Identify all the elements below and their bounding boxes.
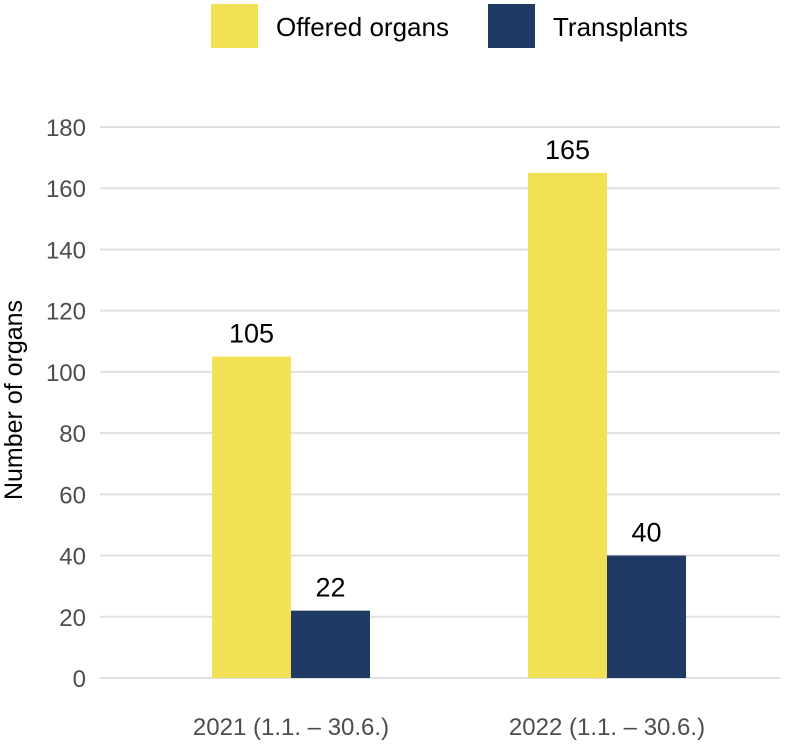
bar-transplants-2 xyxy=(607,555,686,678)
bar-transplants-1 xyxy=(291,610,370,678)
y-tick-label-40: 40 xyxy=(59,544,86,571)
y-tick-label-180: 180 xyxy=(46,115,86,142)
y-tick-label-100: 100 xyxy=(46,360,86,387)
bar-offered-organs-1 xyxy=(212,356,291,678)
y-tick-label-120: 120 xyxy=(46,299,86,326)
data-label-transplants-1: 22 xyxy=(315,573,345,603)
legend-label-transplants: Transplants xyxy=(553,12,688,42)
y-tick-label-0: 0 xyxy=(73,666,86,693)
data-label-offered-organs-2: 165 xyxy=(545,135,590,165)
y-axis-title: Number of organs xyxy=(0,300,28,500)
legend-swatch-offered-organs xyxy=(211,4,258,48)
y-tick-label-60: 60 xyxy=(59,482,86,509)
legend: Offered organs Transplants xyxy=(211,4,688,48)
x-category-label-1: 2021 (1.1. – 30.6.) xyxy=(193,714,389,741)
legend-label-offered-organs: Offered organs xyxy=(276,12,449,42)
data-labels: 105 22 165 40 xyxy=(229,135,662,603)
y-tick-label-140: 140 xyxy=(46,237,86,264)
legend-swatch-transplants xyxy=(488,4,535,48)
bars xyxy=(212,172,686,678)
y-axis-ticks: 0 20 40 60 80 100 120 140 160 180 xyxy=(46,115,86,693)
data-label-transplants-2: 40 xyxy=(631,518,661,548)
y-tick-label-20: 20 xyxy=(59,605,86,632)
x-axis-categories: 2021 (1.1. – 30.6.) 2022 (1.1. – 30.6.) xyxy=(193,714,705,741)
y-tick-label-160: 160 xyxy=(46,176,86,203)
x-category-label-2: 2022 (1.1. – 30.6.) xyxy=(509,714,705,741)
data-label-offered-organs-1: 105 xyxy=(229,319,274,349)
y-tick-label-80: 80 xyxy=(59,421,86,448)
bar-offered-organs-2 xyxy=(528,172,607,678)
